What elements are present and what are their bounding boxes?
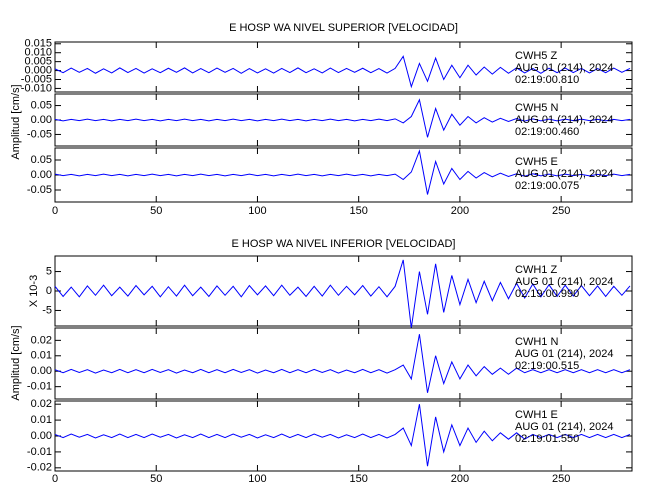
y-tick-label: 0.05 <box>31 154 52 166</box>
y-tick-label: -0.05 <box>27 128 52 140</box>
waveform <box>54 149 631 195</box>
waveform <box>54 259 631 329</box>
y-tick-label: 0 <box>46 285 52 297</box>
y-tick-label: 0.00 <box>31 430 52 442</box>
y-tick-label: -0.05 <box>27 184 52 196</box>
date-label: AUG 01 (214), 2024 <box>515 348 613 360</box>
station-label: CWH5 E <box>515 156 558 168</box>
y-tick-label: 0.02 <box>31 398 52 410</box>
y-tick-label: -0.01 <box>27 446 52 458</box>
x-tick-label: 200 <box>451 205 469 217</box>
x-tick-label: 250 <box>552 205 570 217</box>
y-axis-label: Amplitud [cm/s] <box>10 325 22 400</box>
waveform <box>54 55 631 89</box>
x-tick-label: 150 <box>350 205 368 217</box>
axis-multiplier: X 10-3 <box>28 275 40 307</box>
x-tick-label: 250 <box>552 473 570 485</box>
waveform <box>54 404 631 467</box>
panel-frame <box>54 327 633 400</box>
y-tick-label: -0.005 <box>21 73 52 85</box>
y-tick-label: 5 <box>46 265 52 277</box>
x-tick-label: 200 <box>451 473 469 485</box>
y-tick-label: 0.00 <box>31 365 52 377</box>
chart-title: E HOSP WA NIVEL SUPERIOR [VELOCIDAD] <box>229 22 458 34</box>
time-label: 02:19:01.550 <box>515 433 579 445</box>
x-tick-label: 150 <box>350 473 368 485</box>
date-label: AUG 01 (214), 2024 <box>515 276 613 288</box>
x-tick-label: 100 <box>248 205 266 217</box>
station-label: CWH1 N <box>515 336 558 348</box>
time-label: 02:19:00.810 <box>515 74 579 86</box>
date-label: AUG 01 (214), 2024 <box>515 114 613 126</box>
time-label: 02:19:00.990 <box>515 288 579 300</box>
y-tick-label: -5 <box>42 304 52 316</box>
station-label: CWH1 Z <box>515 264 557 276</box>
station-label: CWH5 N <box>515 102 558 114</box>
chart-title: E HOSP WA NIVEL INFERIOR [VELOCIDAD] <box>232 238 456 250</box>
x-tick-label: 0 <box>52 473 58 485</box>
y-tick-label: -0.02 <box>27 462 52 474</box>
time-label: 02:19:00.075 <box>515 180 579 192</box>
waveform <box>54 98 631 138</box>
y-axis-label: Amplitud [cm/s] <box>10 84 22 159</box>
y-tick-label: 0.01 <box>31 350 52 362</box>
y-tick-label: 0.00 <box>31 169 52 181</box>
x-tick-label: 100 <box>248 473 266 485</box>
date-label: AUG 01 (214), 2024 <box>515 168 613 180</box>
y-tick-label: 0.010 <box>24 47 52 59</box>
y-tick-label: 0.005 <box>24 56 52 68</box>
y-tick-label: 0.000 <box>24 64 52 76</box>
time-label: 02:19:00.460 <box>515 126 579 138</box>
y-tick-label: 0.02 <box>31 334 52 346</box>
waveform <box>54 334 631 393</box>
y-tick-label: -0.01 <box>27 381 52 393</box>
time-label: 02:19:00.515 <box>515 360 579 372</box>
y-tick-label: 0.015 <box>24 38 52 50</box>
panel-frame <box>54 41 633 93</box>
date-label: AUG 01 (214), 2024 <box>515 421 613 433</box>
y-tick-label: -0.010 <box>21 82 52 94</box>
y-tick-label: 0.01 <box>31 414 52 426</box>
date-label: AUG 01 (214), 2024 <box>515 62 613 74</box>
x-tick-label: 0 <box>52 205 58 217</box>
x-tick-label: 50 <box>150 205 162 217</box>
station-label: CWH5 Z <box>515 50 557 62</box>
y-tick-label: 0.00 <box>31 114 52 126</box>
y-tick-label: 0.05 <box>31 99 52 111</box>
x-tick-label: 50 <box>150 473 162 485</box>
station-label: CWH1 E <box>515 409 558 421</box>
